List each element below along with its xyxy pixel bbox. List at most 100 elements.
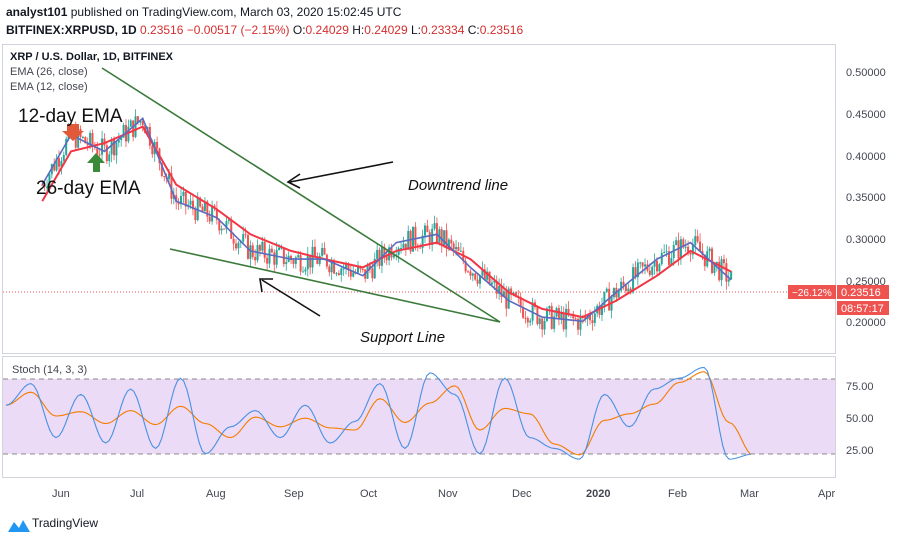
- candle-body: [600, 305, 603, 315]
- price-panel[interactable]: [2, 44, 836, 354]
- candle-body: [184, 191, 187, 207]
- candle-body: [199, 197, 202, 207]
- candle-body: [392, 255, 395, 258]
- candle-body: [452, 243, 455, 250]
- candle-body: [538, 318, 541, 325]
- candle-body: [708, 248, 711, 252]
- candle-body: [660, 252, 663, 265]
- stoch-k-line: [5, 366, 752, 460]
- change-pct-text: −26.12%: [792, 288, 832, 299]
- price-tick: 0.20000: [846, 317, 886, 329]
- candle-body: [96, 147, 99, 155]
- candle-body: [242, 234, 245, 242]
- candle-body: [285, 261, 288, 265]
- ema26-legend[interactable]: EMA (26, close): [10, 66, 88, 78]
- candle-body: [488, 271, 491, 285]
- low-value: 0.23334: [421, 23, 465, 37]
- candle-body: [471, 273, 474, 276]
- candle-body: [81, 136, 84, 138]
- candle-body: [304, 269, 307, 272]
- candle-body: [156, 141, 159, 149]
- candle-body: [46, 186, 49, 188]
- candle-body: [189, 200, 192, 205]
- candle-body: [608, 288, 611, 311]
- candle-body: [490, 282, 493, 285]
- time-tick: Jul: [130, 488, 144, 500]
- price-tick: 0.40000: [846, 151, 886, 163]
- candle-body: [622, 281, 625, 286]
- candle-body: [352, 272, 355, 277]
- author-name[interactable]: analyst101: [6, 5, 68, 19]
- candle-body: [510, 288, 513, 295]
- time-tick: Dec: [512, 488, 532, 500]
- candle-body: [665, 251, 668, 253]
- candle-body: [500, 286, 503, 297]
- support-line: [169, 248, 501, 323]
- candle-body: [526, 317, 529, 323]
- candle-body: [445, 230, 448, 249]
- candle-body: [258, 245, 261, 251]
- time-tick: Nov: [438, 488, 458, 500]
- time-axis: Jun Jul Aug Sep Oct Nov Dec 2020 Feb Mar…: [52, 488, 835, 500]
- time-tick: Mar: [740, 488, 759, 500]
- time-tick: Oct: [360, 488, 377, 500]
- candle-body: [244, 234, 247, 236]
- candle-body: [675, 240, 678, 245]
- downtrend-annotation: Downtrend line: [408, 177, 508, 194]
- candle-body: [117, 140, 120, 143]
- candle-body: [345, 264, 348, 269]
- candle-body: [617, 290, 620, 298]
- candle-body: [541, 318, 544, 330]
- ema12-legend[interactable]: EMA (12, close): [10, 81, 88, 93]
- candle-body: [201, 206, 204, 212]
- stoch-label[interactable]: Stoch (14, 3, 3): [12, 364, 88, 376]
- chart-svg[interactable]: 12-day EMA 26-day EMA Downtrend line Sup…: [0, 0, 900, 510]
- candle-body: [297, 255, 300, 258]
- candle-body: [655, 260, 658, 272]
- downtrend-line: [101, 67, 501, 323]
- countdown-badge: [837, 301, 889, 315]
- candle-body: [722, 259, 725, 264]
- candle-body: [718, 261, 721, 281]
- candle-body: [514, 292, 517, 297]
- candle-body: [689, 252, 692, 255]
- candle-body: [699, 241, 702, 252]
- candle-body: [464, 261, 467, 272]
- candle-body: [447, 239, 450, 249]
- candle-body: [543, 320, 546, 330]
- candle-body: [730, 271, 733, 280]
- candle-body: [65, 138, 68, 156]
- candle-body: [667, 251, 670, 265]
- candle-body: [53, 164, 56, 171]
- candle-body: [141, 120, 144, 125]
- candle-body: [629, 288, 632, 293]
- candle-body: [330, 261, 333, 273]
- candle-body: [249, 245, 252, 259]
- ema12-line: [41, 116, 732, 323]
- candle-body: [402, 243, 405, 249]
- candle-body: [591, 320, 594, 323]
- candle-body: [309, 254, 312, 268]
- candle-body: [663, 252, 666, 254]
- support-annotation: Support Line: [360, 329, 445, 346]
- candle-body: [225, 221, 228, 230]
- stoch-tick: 75.00: [846, 381, 874, 393]
- candle-body: [84, 136, 87, 144]
- candle-body: [301, 271, 304, 273]
- candle-body: [110, 139, 113, 155]
- ema12-cross-marker: [62, 124, 84, 141]
- candle-body: [98, 154, 101, 156]
- ohlc-line: BITFINEX:XRPUSD, 1D 0.23516 −0.00517 (−2…: [6, 23, 523, 37]
- candle-body: [376, 249, 379, 259]
- candle-body: [333, 261, 336, 274]
- candle-body: [423, 225, 426, 236]
- candle-body: [227, 219, 230, 222]
- candle-body: [560, 312, 563, 319]
- candle-body: [481, 269, 484, 276]
- candle-body: [41, 184, 44, 186]
- candle-body: [440, 229, 443, 246]
- open-value: 0.24029: [305, 23, 349, 37]
- candle-body: [268, 248, 271, 264]
- chart-header: analyst101 published on TradingView.com,…: [0, 0, 900, 42]
- stoch-panel[interactable]: [2, 356, 836, 478]
